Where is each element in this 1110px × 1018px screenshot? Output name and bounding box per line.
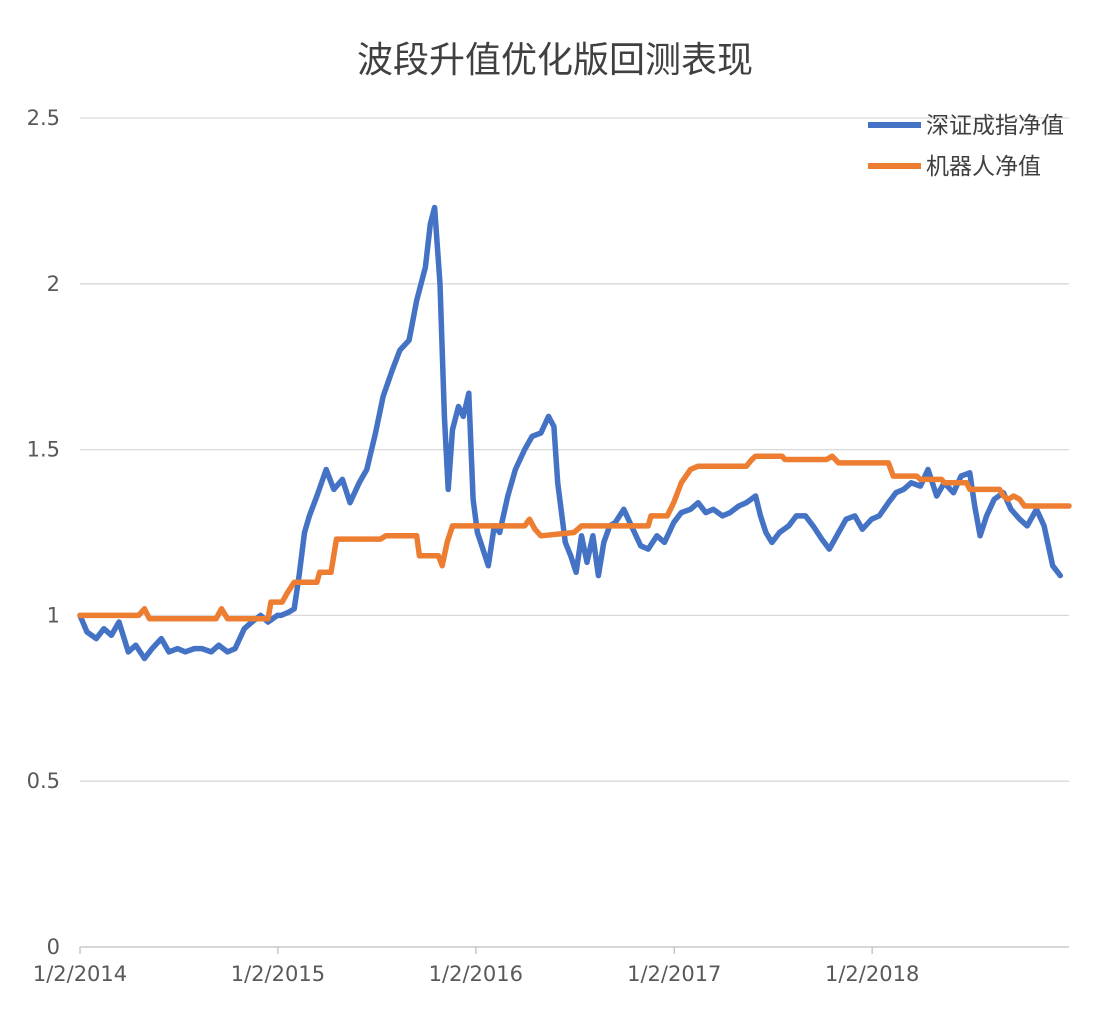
y-tick-label: 0 <box>47 935 60 959</box>
y-tick-label: 2 <box>47 272 60 296</box>
legend-label: 深证成指净值 <box>926 113 1064 139</box>
y-tick-label: 1.5 <box>27 438 60 462</box>
chart-title: 波段升值优化版回测表现 <box>357 40 753 81</box>
y-tick-label: 0.5 <box>27 769 60 793</box>
x-axis: 1/2/2014 1/2/2015 1/2/2016 1/2/2017 1/2/2018 <box>33 946 1069 986</box>
y-axis-ticks: 0 0.5 1 1.5 2 2.5 <box>27 106 60 959</box>
x-tick-label: 1/2/2016 <box>429 962 523 986</box>
legend-label: 机器人净值 <box>926 154 1041 180</box>
series-lines <box>77 204 1072 662</box>
series-line-index <box>77 204 1064 662</box>
x-tick-label: 1/2/2017 <box>627 962 721 986</box>
y-tick-label: 2.5 <box>27 106 60 130</box>
x-tick-label: 1/2/2015 <box>231 962 325 986</box>
x-tick-label: 1/2/2014 <box>33 962 127 986</box>
x-tick-label: 1/2/2018 <box>825 962 919 986</box>
y-tick-label: 1 <box>47 603 60 627</box>
gridlines <box>80 117 1069 782</box>
series-line-robot <box>77 453 1072 622</box>
